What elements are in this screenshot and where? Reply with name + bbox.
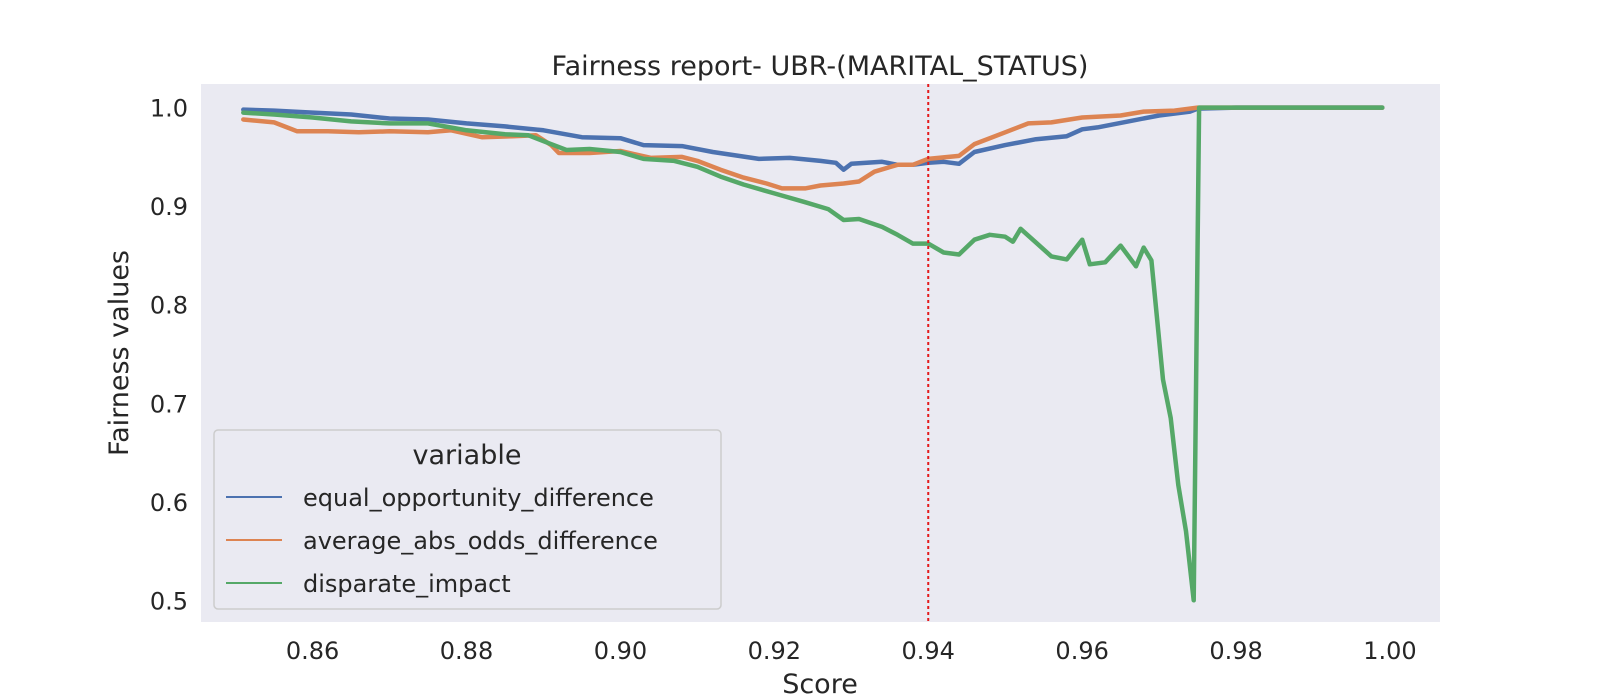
x-tick-label: 0.88 bbox=[440, 637, 493, 665]
y-tick-label: 0.8 bbox=[150, 292, 188, 320]
legend: variable equal_opportunity_differenceave… bbox=[213, 429, 722, 610]
x-axis-label: Score bbox=[782, 669, 858, 700]
x-tick-label: 0.86 bbox=[286, 637, 339, 665]
x-tick-label: 1.00 bbox=[1363, 637, 1416, 665]
series-line-disparate-impact bbox=[241, 105, 1385, 603]
y-tick-labels: 0.5 0.6 0.7 0.8 0.9 1.0 bbox=[150, 95, 188, 616]
legend-label: disparate_impact bbox=[303, 570, 511, 598]
legend-title: variable bbox=[413, 440, 522, 471]
y-tick-label: 0.7 bbox=[150, 390, 188, 418]
y-tick-label: 0.6 bbox=[150, 489, 188, 517]
x-tick-label: 0.98 bbox=[1209, 637, 1262, 665]
x-tick-labels: 0.86 0.88 0.90 0.92 0.94 0.96 0.98 1.00 bbox=[286, 637, 1417, 665]
series-line-average-abs-odds-difference bbox=[241, 105, 1385, 191]
legend-label: average_abs_odds_difference bbox=[303, 527, 658, 555]
x-tick-label: 0.90 bbox=[594, 637, 647, 665]
legend-box bbox=[213, 429, 722, 610]
legend-label: equal_opportunity_difference bbox=[303, 484, 654, 512]
series-line-equal-opportunity-difference bbox=[241, 105, 1385, 172]
y-tick-label: 0.9 bbox=[150, 193, 188, 221]
series-layer bbox=[241, 105, 1385, 603]
y-axis-label: Fairness values bbox=[104, 250, 135, 456]
chart-title: Fairness report- UBR-(MARITAL_STATUS) bbox=[552, 51, 1089, 82]
y-tick-label: 1.0 bbox=[150, 95, 188, 123]
x-tick-label: 0.94 bbox=[902, 637, 955, 665]
x-tick-label: 0.96 bbox=[1055, 637, 1108, 665]
x-tick-label: 0.92 bbox=[748, 637, 801, 665]
legend-entries: equal_opportunity_difference average_abs_… bbox=[226, 484, 658, 598]
y-tick-label: 0.5 bbox=[150, 587, 188, 615]
